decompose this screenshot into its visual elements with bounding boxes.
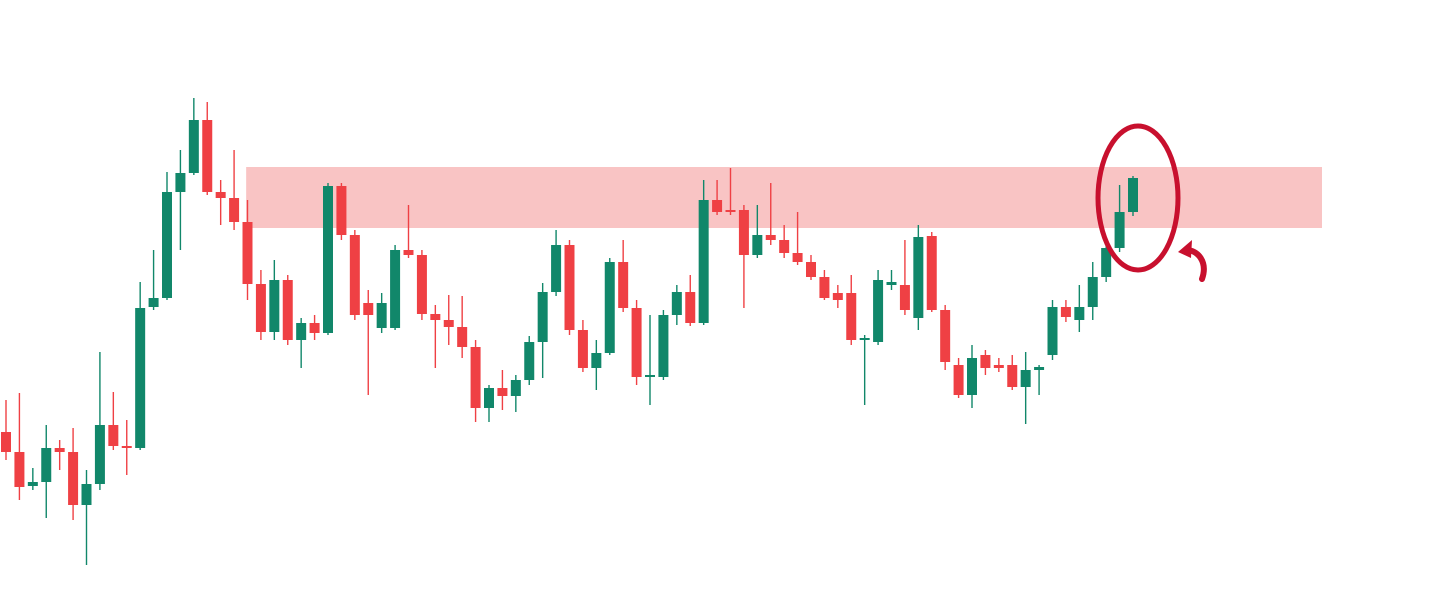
candle-body bbox=[1101, 248, 1112, 277]
candle-body bbox=[242, 222, 253, 284]
resistance-zone bbox=[246, 167, 1323, 228]
candle-body bbox=[282, 280, 293, 340]
candle-body bbox=[215, 192, 226, 198]
candle-body bbox=[296, 323, 307, 340]
candle-body bbox=[685, 292, 696, 323]
candle-body bbox=[108, 425, 119, 446]
candle-body bbox=[1, 432, 11, 452]
candle-body bbox=[980, 355, 991, 368]
candle-body bbox=[658, 315, 669, 377]
candle-body bbox=[1074, 307, 1085, 320]
candle-body bbox=[631, 308, 642, 377]
candle-body bbox=[457, 327, 468, 347]
candle-body bbox=[135, 308, 146, 448]
candle-body bbox=[806, 262, 816, 277]
candle-body bbox=[430, 314, 441, 320]
candle-body bbox=[309, 323, 320, 333]
candle-body bbox=[336, 186, 347, 235]
candle-body bbox=[846, 293, 857, 340]
candle-body bbox=[484, 388, 494, 408]
candle-body bbox=[899, 285, 910, 310]
candle-body bbox=[1034, 367, 1045, 370]
candle-body bbox=[1114, 212, 1125, 248]
candle-body bbox=[886, 282, 897, 285]
candle-body bbox=[470, 347, 481, 408]
candle-body bbox=[873, 280, 884, 342]
candle-body bbox=[1047, 307, 1058, 355]
candle-body bbox=[779, 240, 790, 253]
candle-body bbox=[926, 236, 937, 310]
candle-body bbox=[323, 186, 333, 333]
candle-body bbox=[390, 250, 401, 328]
candle-body bbox=[765, 235, 776, 240]
candle-body bbox=[416, 255, 427, 314]
candle-body bbox=[752, 235, 763, 255]
candle-body bbox=[363, 303, 374, 315]
candle-body bbox=[953, 365, 964, 395]
candle-body bbox=[148, 298, 159, 307]
candle-body bbox=[175, 173, 186, 192]
candle-body bbox=[229, 198, 240, 222]
candle-body bbox=[738, 210, 749, 255]
candle-body bbox=[564, 245, 575, 330]
candle-body bbox=[202, 120, 213, 192]
candle-body bbox=[819, 277, 830, 298]
candle-body bbox=[712, 200, 723, 212]
candle-body bbox=[121, 446, 132, 448]
candle-body bbox=[792, 253, 803, 262]
candle-body bbox=[376, 303, 387, 328]
candle-body bbox=[671, 292, 682, 315]
candle-body bbox=[725, 210, 736, 212]
candle-body bbox=[94, 425, 105, 484]
candle-body bbox=[162, 192, 172, 298]
candle-body bbox=[537, 292, 548, 342]
candle-body bbox=[68, 452, 79, 505]
candle-body bbox=[1007, 365, 1018, 387]
candle-body bbox=[618, 262, 629, 308]
candle-body bbox=[524, 342, 535, 380]
candle-body bbox=[967, 358, 977, 395]
candle-body bbox=[993, 365, 1004, 368]
candle-body bbox=[832, 293, 843, 300]
arrow-head bbox=[1178, 240, 1192, 258]
candle-body bbox=[551, 245, 562, 292]
candle-body bbox=[54, 448, 65, 452]
candle-body bbox=[698, 200, 709, 323]
candle-body bbox=[443, 320, 454, 327]
highlight-circle bbox=[1095, 123, 1181, 273]
candle-body bbox=[188, 120, 199, 173]
candle-body bbox=[1020, 370, 1031, 387]
candle-body bbox=[604, 262, 615, 353]
candle-body bbox=[591, 353, 602, 368]
candle-body bbox=[349, 235, 360, 315]
candle-body bbox=[41, 448, 52, 482]
zone-layer bbox=[246, 167, 1323, 228]
candle-body bbox=[255, 284, 266, 332]
candle-body bbox=[403, 250, 414, 255]
candle-body bbox=[269, 280, 280, 332]
candle-body bbox=[27, 482, 38, 486]
candle-body bbox=[1087, 277, 1098, 307]
candle-body bbox=[510, 380, 521, 396]
candle-body bbox=[1060, 307, 1071, 317]
candle-body bbox=[645, 375, 655, 377]
candle-body bbox=[913, 237, 924, 318]
candle-layer bbox=[1, 98, 1138, 565]
candle-body bbox=[1128, 178, 1138, 212]
candle-body bbox=[940, 310, 951, 362]
candle-body bbox=[497, 388, 508, 396]
candle-body bbox=[577, 330, 588, 368]
candle-body bbox=[14, 452, 25, 487]
candle-body bbox=[859, 338, 870, 340]
candle-body bbox=[81, 484, 92, 505]
